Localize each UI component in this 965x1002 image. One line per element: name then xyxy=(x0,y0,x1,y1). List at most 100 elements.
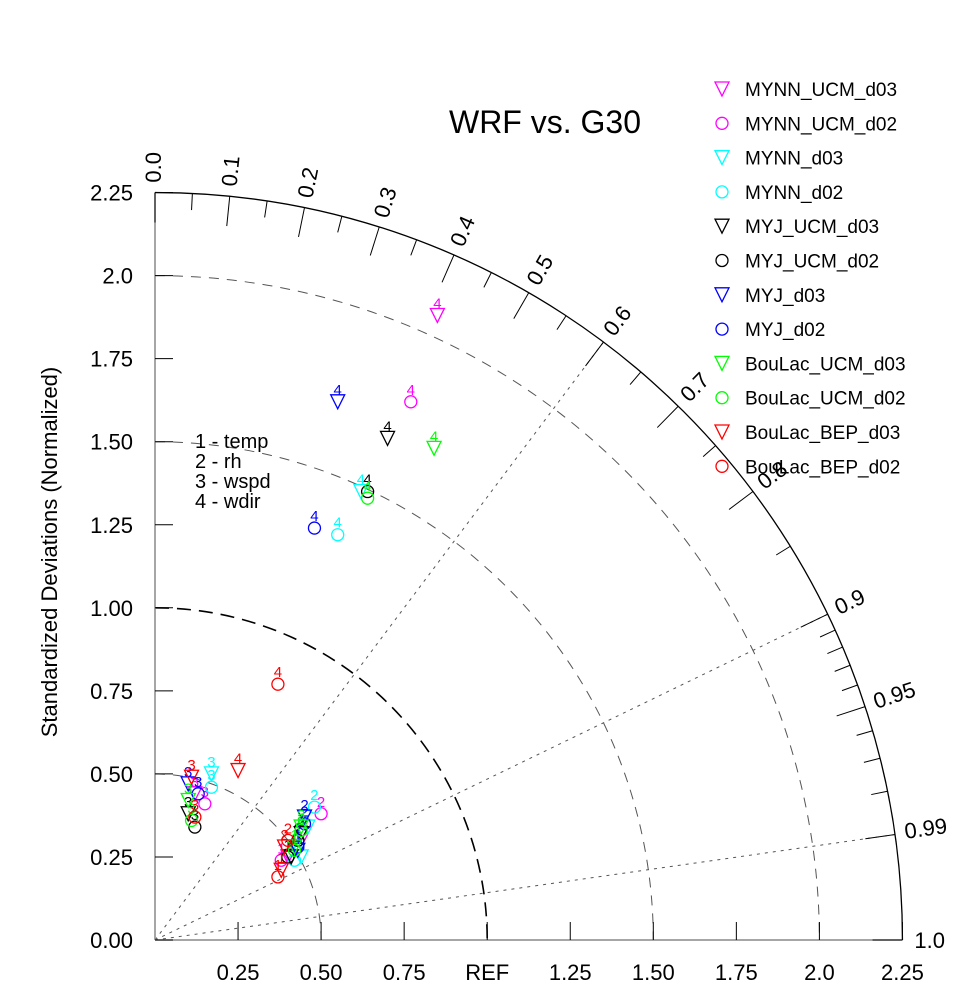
data-point-MYJ_d03-var4 xyxy=(329,394,346,411)
data-label-MYNN_d02-var3: 3 xyxy=(207,767,215,784)
data-point-MYNN_d02-var2 xyxy=(307,800,322,814)
data-point-BouLac_UCM_d02-var2 xyxy=(294,823,308,838)
legend-item-MYNN_d03: MYNN_d03 xyxy=(713,149,843,170)
data-label-MYJ_d02-var3: 3 xyxy=(194,774,202,791)
data-point-MYNN_UCM_d02-var2 xyxy=(314,807,328,821)
data-label-MYNN_UCM_d03-var1: 1 xyxy=(284,837,292,854)
data-label-MYNN_UCM_d03-var2: 2 xyxy=(300,814,308,831)
correlation-label: 0.9 xyxy=(830,584,868,620)
data-label-BouLac_BEP_d02-var2: 2 xyxy=(284,820,292,837)
correlation-minor-tick xyxy=(834,664,851,672)
correlation-label: 1.0 xyxy=(914,928,945,953)
x-tick-label: REF xyxy=(465,960,509,985)
legend-label-MYJ_d03: MYJ_d03 xyxy=(745,286,825,307)
data-label-BouLac_UCM_d03-var4: 4 xyxy=(430,428,438,445)
legend-item-MYJ_UCM_d02: MYJ_UCM_d02 xyxy=(715,252,879,273)
data-label-BouLac_UCM_d02-var1: 1 xyxy=(290,830,298,847)
std-arc-1.5 xyxy=(154,441,654,941)
legend-marker-MYNN_UCM_d02 xyxy=(715,116,729,130)
legend-label-BouLac_UCM_d02: BouLac_UCM_d02 xyxy=(745,389,906,410)
std-arc-2 xyxy=(154,275,820,941)
data-label-BouLac_UCM_d03-var2: 2 xyxy=(297,807,305,824)
data-label-MYNN_d03-var2: 2 xyxy=(304,807,312,824)
data-point-BouLac_BEP_d02-var2 xyxy=(281,833,295,847)
correlation-label: 0.3 xyxy=(369,184,402,221)
x-tick-label: 2.0 xyxy=(804,960,835,985)
data-point-BouLac_UCM_d03-var1 xyxy=(286,839,303,856)
data-label-MYNN_d02-var1: 1 xyxy=(290,840,298,857)
correlation-major-tick xyxy=(865,834,896,840)
std-arc-1 xyxy=(154,607,488,941)
data-point-BouLac_BEP_d03-var3 xyxy=(183,769,200,786)
data-label-MYJ_UCM_d03-var4: 4 xyxy=(383,418,391,435)
data-point-MYJ_UCM_d02-var4 xyxy=(360,484,375,499)
y-tick-label: 1.00 xyxy=(90,596,133,621)
data-point-BouLac_UCM_d03-var3 xyxy=(180,792,197,809)
correlation-major-tick xyxy=(800,613,828,628)
data-point-MYNN_d02-var4 xyxy=(331,528,345,542)
variable-key-wspd: 3 - wspd xyxy=(195,471,271,493)
legend-item-MYJ_d03: MYJ_d03 xyxy=(713,286,825,307)
legend-item-MYNN_d02: MYNN_d02 xyxy=(715,183,843,204)
correlation-minor-tick xyxy=(337,216,343,233)
legend-item-BouLac_BEP_d03: BouLac_BEP_d03 xyxy=(713,423,900,444)
data-label-MYNN_UCM_d03-var3: 3 xyxy=(191,774,199,791)
data-label-MYNN_d02-var4: 4 xyxy=(334,515,342,532)
legend-label-BouLac_BEP_d03: BouLac_BEP_d03 xyxy=(745,423,900,444)
data-point-MYNN_UCM_d02-var4 xyxy=(404,395,418,409)
correlation-major-tick xyxy=(585,341,604,367)
legend-label-BouLac_BEP_d02: BouLac_BEP_d02 xyxy=(745,457,900,478)
legend-item-BouLac_BEP_d02: BouLac_BEP_d02 xyxy=(715,457,900,478)
legend-marker-MYNN_UCM_d03 xyxy=(713,81,731,98)
correlation-label: 0.2 xyxy=(293,165,324,200)
data-point-BouLac_UCM_d03-var2 xyxy=(293,819,310,836)
correlation-minor-tick xyxy=(863,757,881,763)
correlation-minor-tick xyxy=(827,646,843,655)
variable-key-rh: 2 - rh xyxy=(195,451,242,473)
correlation-minor-tick xyxy=(702,445,716,457)
correlation-minor-tick xyxy=(871,790,888,796)
legend-item-MYJ_UCM_d03: MYJ_UCM_d03 xyxy=(713,217,879,238)
y-axis-label: Standardized Deviations (Normalized) xyxy=(37,367,62,738)
y-tick-label: 1.25 xyxy=(90,513,133,538)
legend-marker-MYJ_d02 xyxy=(715,322,729,336)
legend-label-BouLac_UCM_d03: BouLac_UCM_d03 xyxy=(745,354,906,375)
correlation-ray-0.9 xyxy=(154,613,828,941)
data-label-MYJ_d03-var4: 4 xyxy=(334,382,342,399)
correlation-minor-tick xyxy=(841,684,858,692)
y-tick-label: 0.00 xyxy=(90,928,133,953)
x-tick-label: 0.25 xyxy=(217,960,260,985)
data-label-MYJ_UCM_d03-var3: 3 xyxy=(184,794,192,811)
legend-label-MYNN_d02: MYNN_d02 xyxy=(745,183,843,204)
legend-label-MYNN_d03: MYNN_d03 xyxy=(745,149,843,170)
y-tick-label: 1.50 xyxy=(90,430,133,455)
correlation-label: 0.5 xyxy=(521,250,558,289)
x-tick-label: 0.50 xyxy=(300,960,343,985)
legend-marker-BouLac_BEP_d03 xyxy=(713,424,731,441)
data-label-BouLac_BEP_d03-var1: 1 xyxy=(277,850,285,867)
data-label-BouLac_UCM_d02-var3: 3 xyxy=(187,800,195,817)
correlation-outer-arc xyxy=(154,191,904,941)
data-label-MYJ_d03-var3: 3 xyxy=(184,764,192,781)
variable-key-temp: 1 - temp xyxy=(195,431,268,453)
correlation-minor-tick xyxy=(264,200,268,218)
legend-marker-MYJ_d03 xyxy=(713,287,731,304)
data-label-MYNN_UCM_d02-var3: 3 xyxy=(201,784,209,801)
legend-marker-BouLac_UCM_d02 xyxy=(715,391,729,405)
x-tick-label: 1.75 xyxy=(715,960,758,985)
legend: MYNN_UCM_d03 MYNN_UCM_d02 MYNN_d03 MYNN_d02… xyxy=(713,80,906,478)
y-tick-label: 0.75 xyxy=(90,679,133,704)
data-point-MYNN_UCM_d02-var1 xyxy=(274,853,288,867)
correlation-major-tick xyxy=(441,254,455,283)
data-label-MYNN_d03-var4: 4 xyxy=(357,472,365,489)
legend-marker-MYNN_d03 xyxy=(713,149,731,167)
std-arc-0.5 xyxy=(154,773,322,941)
data-point-BouLac_UCM_d02-var4 xyxy=(360,491,375,505)
correlation-major-tick xyxy=(656,405,679,428)
